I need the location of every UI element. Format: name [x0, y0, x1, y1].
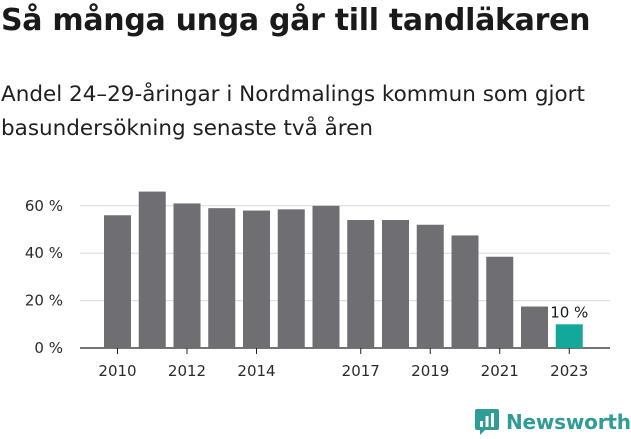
labels: 0 % 20 % 40 % 60 % 2010 2012 2014 2017 2019 2021 2… — [25, 197, 588, 380]
bar-2019 — [416, 224, 444, 348]
bar-2017 — [347, 220, 375, 348]
bar-2023 — [555, 324, 583, 348]
y-tick-label: 60 % — [25, 197, 63, 215]
newsworthy-logo: Newsworthy — [474, 406, 631, 438]
chart-subtitle: Andel 24–29-åringar i Nordmalings kommun… — [1, 82, 585, 141]
bar-2012 — [173, 203, 201, 348]
x-tick-label: 2023 — [550, 362, 588, 380]
data-label: 10 % — [550, 303, 588, 321]
bar-2013 — [208, 208, 236, 348]
bar-2018 — [382, 220, 409, 348]
chart-title: Så många unga går till tandläkaren — [1, 3, 591, 38]
bar-2016 — [312, 205, 340, 348]
x-tick-label: 2017 — [342, 362, 380, 380]
x-tick-label: 2010 — [98, 362, 136, 380]
bar-chart: 0 % 20 % 40 % 60 % 2010 2012 2014 2017 2019 2021 2… — [25, 191, 610, 380]
x-tick-label: 2021 — [481, 362, 519, 380]
x-tick-label: 2014 — [237, 362, 275, 380]
bars — [104, 191, 583, 348]
x-tick-label: 2019 — [411, 362, 449, 380]
bar-2010 — [104, 215, 131, 348]
bar-2022 — [521, 306, 548, 348]
bar-2011 — [138, 191, 166, 348]
bar-2014 — [243, 210, 270, 348]
bar-2021 — [486, 256, 514, 348]
y-tick-label: 40 % — [25, 244, 63, 262]
bar-2020 — [451, 235, 479, 348]
newsworthy-logo-text: Newsworthy — [506, 410, 631, 434]
y-tick-label: 20 % — [25, 292, 63, 310]
x-tick-label: 2012 — [168, 362, 206, 380]
bar-2015 — [277, 209, 305, 348]
newsworthy-logo-icon — [475, 409, 499, 435]
y-tick-label: 0 % — [34, 339, 63, 357]
